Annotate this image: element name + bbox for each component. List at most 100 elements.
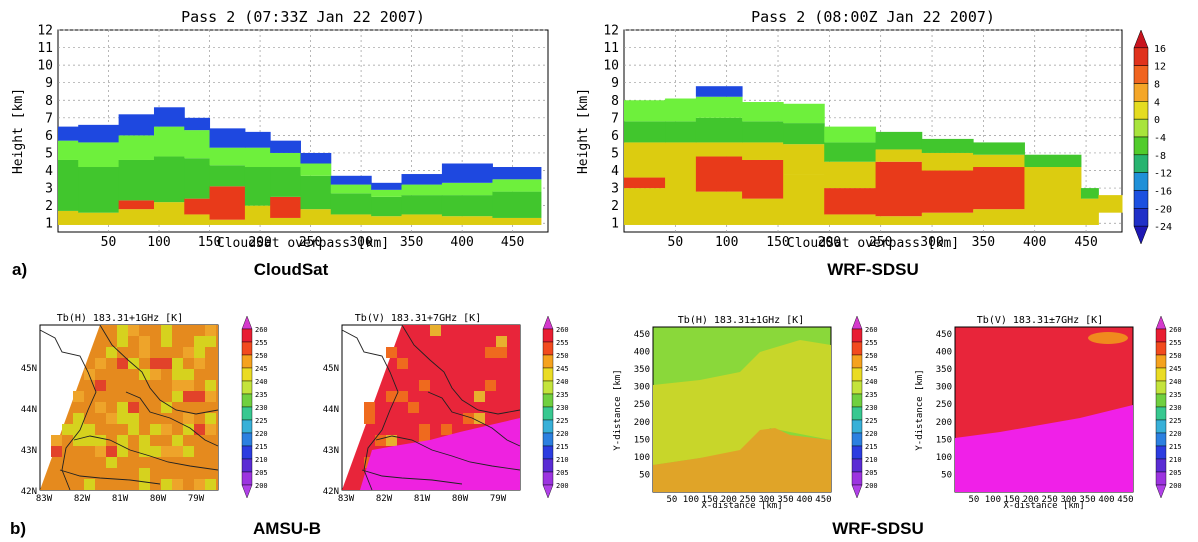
row-b-caption-wrf: WRF-SDSU [832, 519, 924, 538]
colorbar-level-label: 250 [255, 352, 268, 360]
x-tick-label: 450 [501, 235, 524, 250]
colorbar-segment [542, 432, 554, 447]
x-tick-label: 300 [758, 495, 774, 505]
y-tick-label: 1 [611, 217, 619, 232]
x-tick-label: 400 [1023, 235, 1046, 250]
reflectivity-cell [78, 212, 120, 225]
reflectivity-cell [492, 217, 542, 225]
row-a-label: a) [12, 260, 27, 279]
reflectivity-cell [695, 156, 743, 192]
brightness-pixel [172, 435, 183, 446]
reflectivity-cell [184, 117, 211, 131]
colorbar-segment [241, 393, 253, 408]
x-tick-label: 250 [869, 235, 892, 250]
colorbar-level-label: 255 [255, 339, 268, 347]
reflectivity-cell [921, 212, 974, 225]
colorbar-level-label: 245 [556, 365, 569, 373]
reflectivity-cell [441, 163, 493, 183]
cloudsat-x-axis-label: CloudSat overpass [km] [217, 236, 389, 251]
amsub-tbv-colorbar: 260 255 250 245 240 235 230 225 220 215 210 205 200 [542, 315, 569, 499]
brightness-pixel [172, 479, 183, 490]
brightness-pixel [205, 336, 216, 347]
wrf-tbv-ticks: 50 100 150 200 250 300 350 400 45050100150200250… [936, 330, 1134, 505]
reflectivity-cell [58, 159, 79, 211]
colorbar-level-label: 235 [865, 391, 878, 399]
x-tick-label: 350 [1079, 495, 1095, 505]
colorbar-segment [1155, 432, 1167, 447]
y-tick-label: 5 [45, 146, 53, 161]
brightness-pixel [139, 347, 150, 358]
reflectivity-cell [783, 123, 825, 145]
reflectivity-cell [209, 128, 246, 148]
colorbar-segment [542, 458, 554, 473]
colorbar-bottom-arrow [542, 484, 554, 499]
reflectivity-cell [184, 130, 211, 159]
brightness-pixel [73, 435, 84, 446]
colorbar-level-label: 205 [865, 469, 878, 477]
coastline [73, 435, 219, 471]
y-tick-label: 250 [936, 400, 952, 410]
reflectivity-cell [118, 159, 155, 201]
cloudsat-title: Pass 2 (07:33Z Jan 22 2007) [181, 8, 425, 26]
y-tick-label: 100 [936, 453, 952, 463]
brightness-pixel [183, 347, 194, 358]
x-tick-label: 100 [715, 235, 738, 250]
brightness-pixel [106, 457, 117, 468]
brightness-pixel [194, 479, 205, 490]
x-tick-label: 50 [668, 235, 684, 250]
brightness-pixel [161, 402, 172, 413]
reflectivity-cell [783, 103, 825, 124]
wrf-tbv-x-axis-label: X-distance [km] [1003, 501, 1084, 511]
reflectivity-cell [875, 149, 923, 162]
brightness-pixel [375, 435, 386, 446]
colorbar-level-label: 250 [865, 352, 878, 360]
brightness-pixel [485, 347, 496, 358]
y-tick-label: 50 [639, 470, 650, 480]
x-tick-label: 50 [667, 495, 678, 505]
brightness-pixel [51, 435, 62, 446]
colorbar-segment [851, 458, 863, 473]
colorbar-level-label: 240 [1169, 378, 1182, 386]
colorbar-level-label: 210 [556, 456, 569, 464]
colorbar-level-label: 4 [1154, 97, 1160, 108]
colorbar-level-label: 230 [1169, 404, 1182, 412]
x-tick-label: 150 [1004, 495, 1020, 505]
colorbar-level-label: 210 [865, 456, 878, 464]
y-tick-label: 150 [936, 435, 952, 445]
x-tick-label: 250 [1042, 495, 1058, 505]
coastline [99, 324, 219, 415]
colorbar-level-label: 260 [255, 326, 268, 334]
brightness-pixel [128, 325, 139, 336]
brightness-pixel [194, 336, 205, 347]
colorbar-segment [1155, 380, 1167, 395]
brightness-pixel [183, 391, 194, 402]
x-tick-label: 450 [815, 495, 831, 505]
reflectivity-cell [118, 135, 155, 160]
reflectivity-cell [783, 144, 825, 175]
brightness-pixel [205, 479, 216, 490]
colorbar-segment [542, 367, 554, 382]
y-tick-label: 350 [634, 365, 650, 375]
colorbar-segment [241, 445, 253, 460]
coastline [427, 391, 521, 447]
brightness-pixel [172, 358, 183, 369]
reflectivity-cell [742, 142, 784, 160]
reflectivity-cell [973, 209, 1025, 225]
coastline [341, 329, 399, 491]
y-tick-label: 11 [37, 41, 53, 56]
y-tick-label: 2 [45, 199, 53, 214]
brightness-pixel [397, 391, 408, 402]
reflectivity-cell [973, 142, 1025, 155]
x-tick-label: 350 [777, 495, 793, 505]
y-tick-label: 43N [323, 446, 339, 456]
cloudsat-x-ticks: 50 100 150 200 250 300 350 400 450 [101, 235, 525, 250]
colorbar-segment [241, 419, 253, 434]
y-tick-label: 7 [611, 111, 619, 126]
brightness-pixel [194, 358, 205, 369]
reflectivity-cell [118, 200, 155, 210]
y-tick-label: 9 [611, 76, 619, 91]
x-tick-label: 150 [766, 235, 789, 250]
x-tick-label: 50 [101, 235, 117, 250]
reflectivity-cell [244, 147, 271, 168]
reflectivity-cell [78, 167, 120, 213]
